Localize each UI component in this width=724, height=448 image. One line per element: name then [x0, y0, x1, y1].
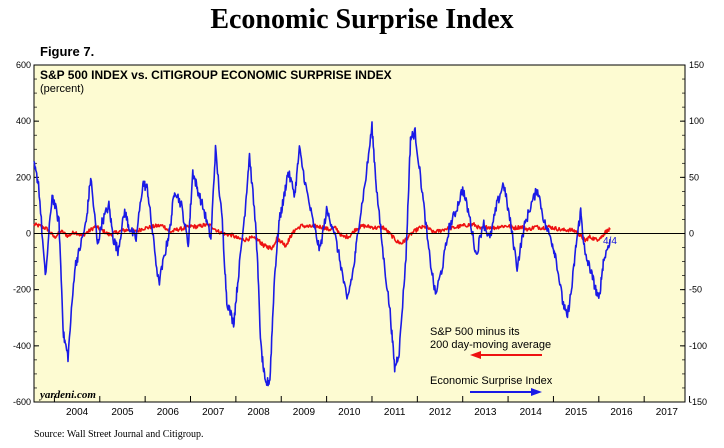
right-tick-label: -50 [689, 285, 702, 295]
legend-sp500-label-2: 200 day-moving average [430, 339, 551, 351]
x-year-label: 2013 [474, 407, 497, 418]
right-axis-labels: 150 100 50 0 -50 -100 -150 [689, 60, 707, 407]
right-tick-label: 150 [689, 60, 704, 70]
end-date-label: 4/4 [603, 236, 617, 247]
left-tick-label: -600 [13, 397, 31, 407]
chart-subtitle: (percent) [40, 83, 84, 95]
x-year-label: 2017 [656, 407, 679, 418]
legend-sp500-label-1: S&P 500 minus its [430, 326, 520, 338]
right-tick-label: -150 [689, 397, 707, 407]
x-year-label: 2009 [293, 407, 316, 418]
right-tick-label: 50 [689, 172, 699, 182]
x-year-label: 2015 [565, 407, 588, 418]
right-tick-label: -100 [689, 341, 707, 351]
source-note: Source: Wall Street Journal and Citigrou… [34, 429, 204, 440]
x-year-label: 2004 [66, 407, 89, 418]
right-tick-label: 100 [689, 116, 704, 126]
chart-title: S&P 500 INDEX vs. CITIGROUP ECONOMIC SUR… [40, 68, 392, 82]
credit-label: yardeni.com [38, 389, 96, 401]
page-title: Economic Surprise Index [210, 4, 514, 35]
x-year-label: 2016 [610, 407, 633, 418]
x-year-label: 2011 [384, 407, 406, 418]
x-year-label: 2012 [429, 407, 452, 418]
left-tick-label: -400 [13, 341, 31, 351]
right-tick-label: 0 [689, 229, 694, 239]
series-layer [33, 121, 611, 387]
x-year-label: 2006 [157, 407, 180, 418]
figure-label: Figure 7. [40, 44, 95, 59]
left-axis-labels: 600 400 200 0 -200 -400 -600 [13, 60, 31, 407]
x-year-label: 2014 [520, 407, 543, 418]
legend-sp500-arrowhead [470, 351, 481, 359]
left-tick-label: 600 [16, 60, 31, 70]
x-year-label: 2010 [338, 407, 361, 418]
left-tick-label: 0 [26, 229, 31, 239]
x-year-label: 2007 [202, 407, 225, 418]
series-line-surprise-index [33, 121, 611, 387]
x-year-label: 2008 [247, 407, 270, 418]
legend-cesi-arrowhead [531, 388, 542, 396]
left-tick-label: -200 [13, 285, 31, 295]
x-year-label: 2005 [111, 407, 134, 418]
legend-cesi-label: Economic Surprise Index [430, 375, 553, 387]
x-axis-labels: 2004 2005 2006 2007 2008 2009 2010 2011 2012 2013… [66, 407, 678, 418]
left-tick-label: 400 [16, 116, 31, 126]
left-tick-label: 200 [16, 172, 31, 182]
